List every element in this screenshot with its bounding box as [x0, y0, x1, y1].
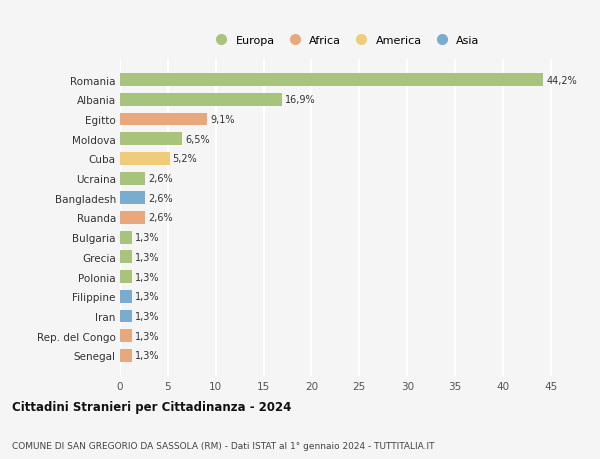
- Text: 1,3%: 1,3%: [136, 252, 160, 263]
- Text: 44,2%: 44,2%: [546, 75, 577, 85]
- Bar: [120, 310, 133, 323]
- Bar: [120, 192, 145, 205]
- Bar: [120, 330, 133, 342]
- Bar: [120, 251, 133, 264]
- Legend: Europa, Africa, America, Asia: Europa, Africa, America, Asia: [208, 34, 482, 48]
- Bar: [120, 271, 133, 283]
- Text: 2,6%: 2,6%: [148, 174, 172, 184]
- Bar: [120, 349, 133, 362]
- Text: 2,6%: 2,6%: [148, 193, 172, 203]
- Bar: [120, 94, 282, 106]
- Text: 1,3%: 1,3%: [136, 233, 160, 243]
- Text: 5,2%: 5,2%: [173, 154, 197, 164]
- Bar: [120, 153, 170, 165]
- Bar: [120, 231, 133, 244]
- Text: COMUNE DI SAN GREGORIO DA SASSOLA (RM) - Dati ISTAT al 1° gennaio 2024 - TUTTITA: COMUNE DI SAN GREGORIO DA SASSOLA (RM) -…: [12, 441, 434, 450]
- Text: 1,3%: 1,3%: [136, 331, 160, 341]
- Text: 1,3%: 1,3%: [136, 272, 160, 282]
- Text: 16,9%: 16,9%: [284, 95, 316, 105]
- Text: Cittadini Stranieri per Cittadinanza - 2024: Cittadini Stranieri per Cittadinanza - 2…: [12, 400, 292, 413]
- Bar: [120, 74, 543, 87]
- Text: 1,3%: 1,3%: [136, 311, 160, 321]
- Bar: [120, 133, 182, 146]
- Text: 6,5%: 6,5%: [185, 134, 210, 145]
- Bar: [120, 113, 207, 126]
- Text: 1,3%: 1,3%: [136, 351, 160, 361]
- Text: 2,6%: 2,6%: [148, 213, 172, 223]
- Text: 9,1%: 9,1%: [210, 115, 235, 125]
- Bar: [120, 212, 145, 224]
- Bar: [120, 172, 145, 185]
- Text: 1,3%: 1,3%: [136, 291, 160, 302]
- Bar: [120, 290, 133, 303]
